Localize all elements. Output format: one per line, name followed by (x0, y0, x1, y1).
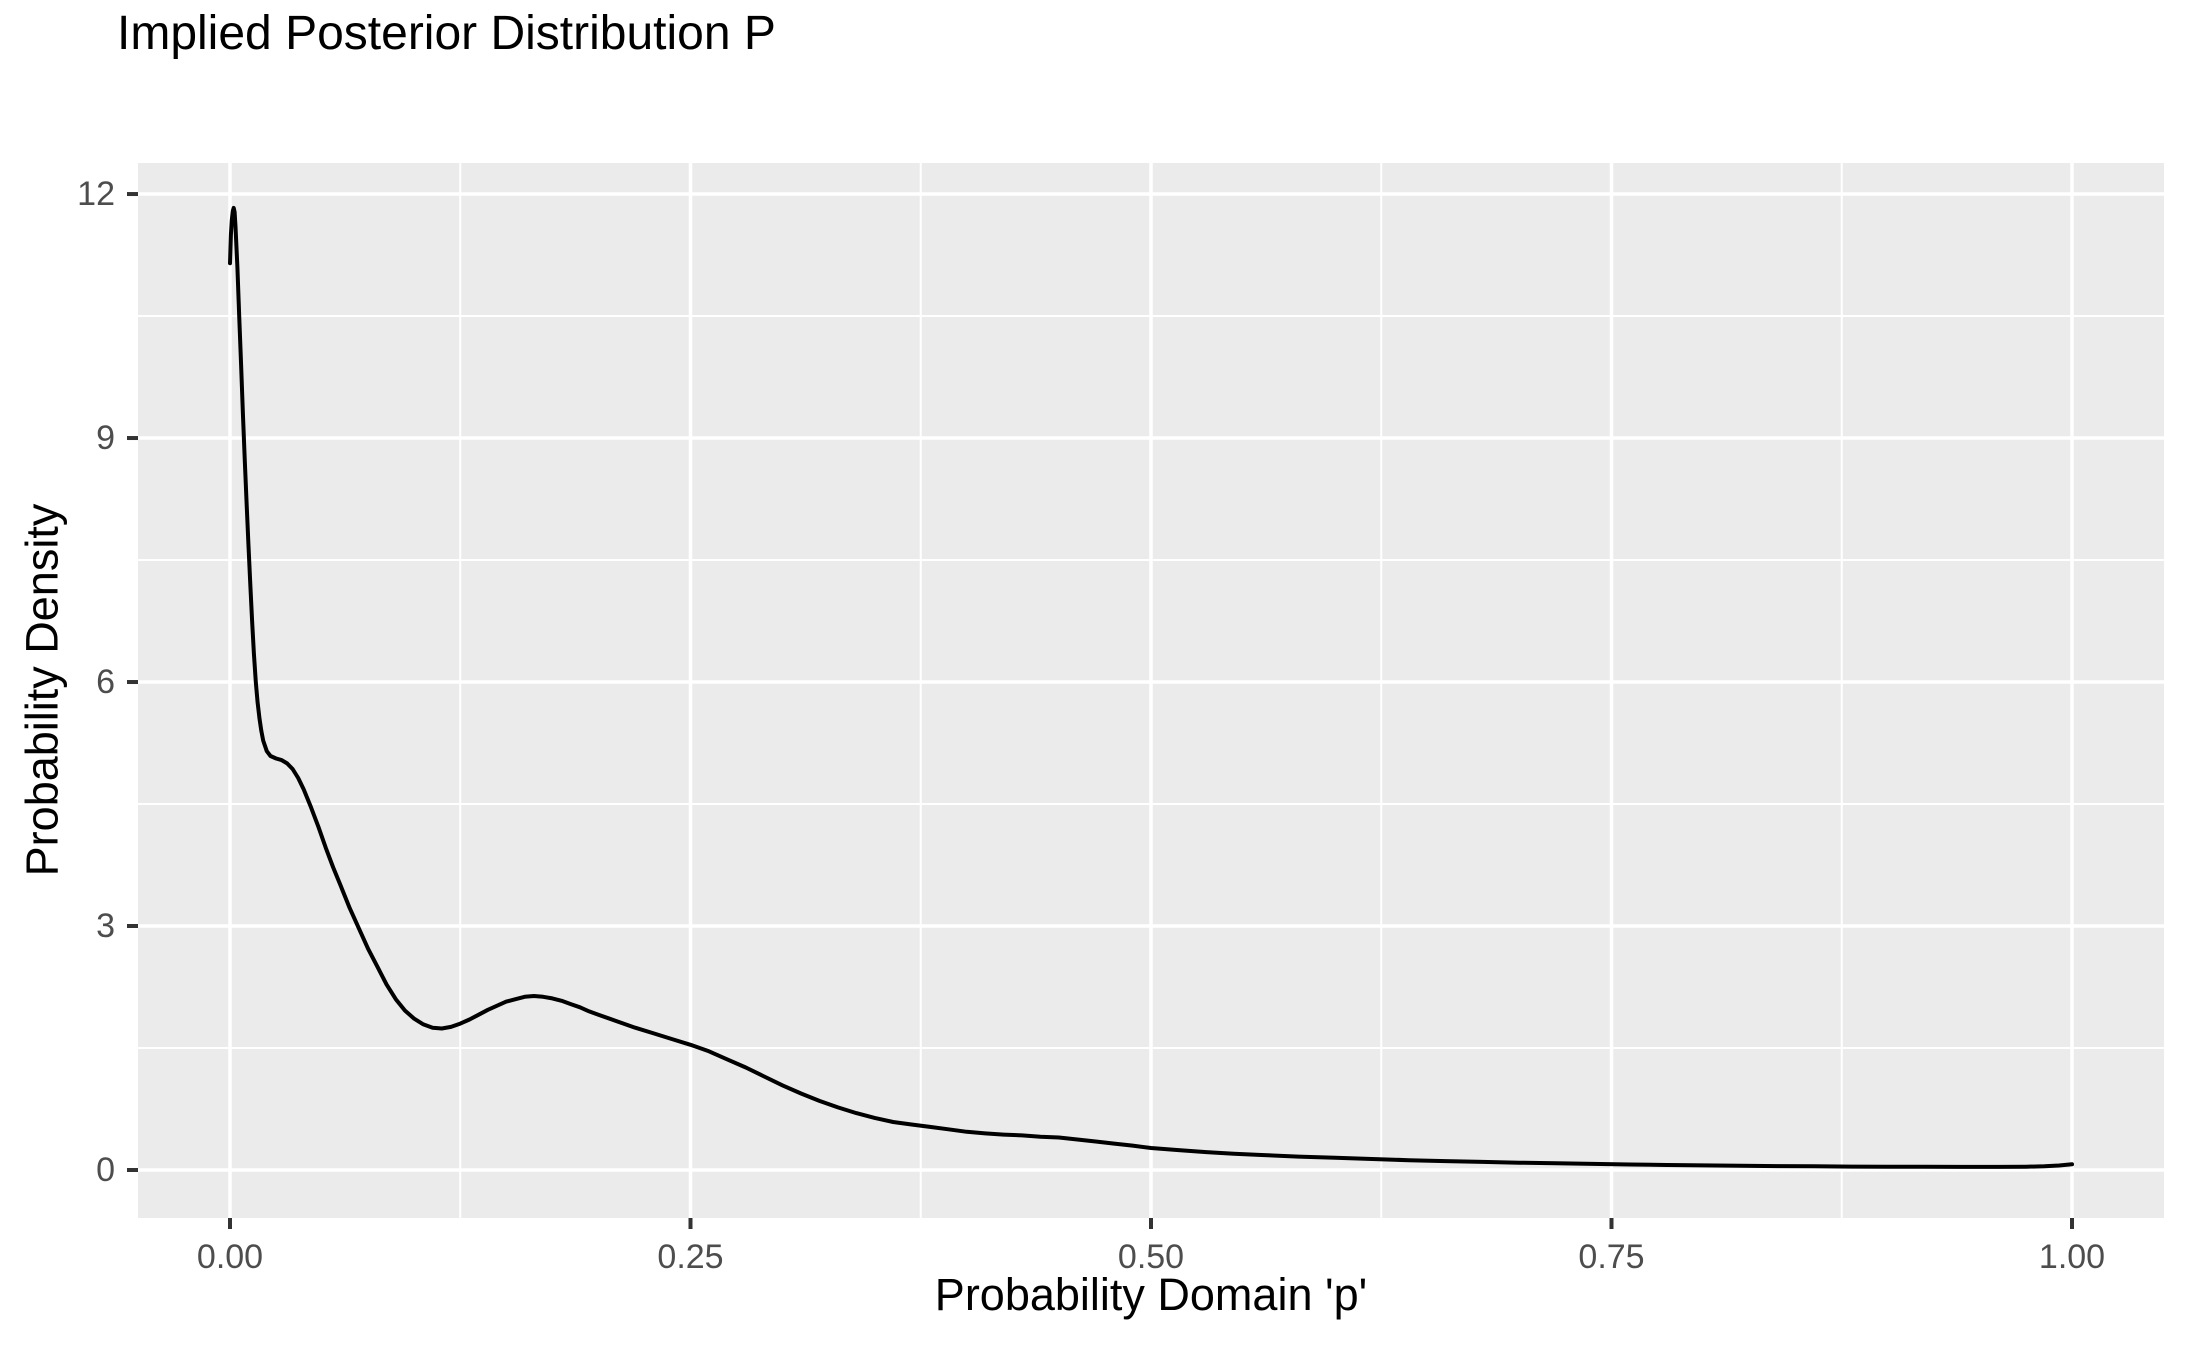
axis-tick-marks (127, 192, 2074, 1229)
plot-title: Implied Posterior Distribution P (117, 7, 776, 60)
major-gridlines (138, 163, 2164, 1218)
x-axis-title: Probability Domain 'p' (934, 1269, 1368, 1320)
y-tick-label: 9 (96, 419, 115, 458)
x-tick-label: 0.75 (1578, 1238, 1645, 1276)
x-tick-label: 0.00 (196, 1238, 264, 1276)
y-tick-label: 3 (96, 907, 115, 945)
y-tick-label: 12 (77, 175, 115, 214)
density-curve (228, 205, 2074, 1169)
x-tick-label: 1.00 (2038, 1238, 2106, 1276)
x-tick-label: 0.50 (1117, 1238, 1185, 1276)
y-axis-title: Probability Density (16, 503, 68, 877)
y-tick-label: 0 (96, 1151, 115, 1189)
y-tick-label: 6 (96, 663, 115, 702)
x-tick-label: 0.25 (657, 1238, 724, 1276)
